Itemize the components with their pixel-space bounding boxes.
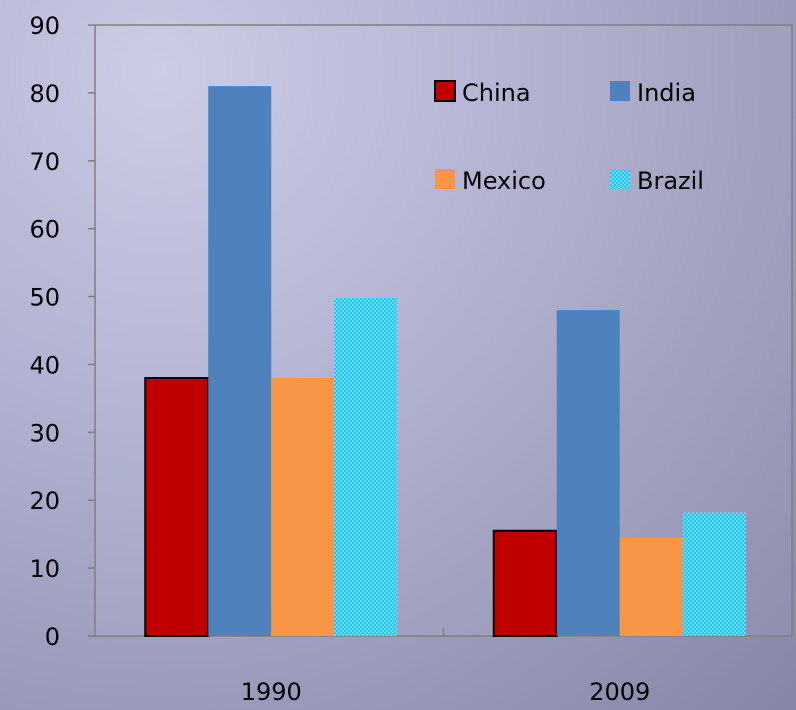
- y-tick-label: 40: [29, 351, 60, 379]
- bar-india-1990: [208, 86, 272, 637]
- y-tick-label: 10: [29, 555, 60, 583]
- bar-brazil-2009: [682, 512, 746, 636]
- legend-label-china: China: [462, 79, 531, 107]
- y-tick-label: 50: [29, 284, 60, 312]
- y-tick-label: 90: [29, 12, 60, 40]
- bars: [144, 86, 746, 637]
- bar-brazil-1990: [334, 297, 398, 636]
- x-tick-label: 2009: [589, 678, 650, 706]
- bar-china-2009: [492, 529, 558, 637]
- y-tick-label: 70: [29, 148, 60, 176]
- bar-mexico-2009: [619, 537, 683, 636]
- x-tick-label: 1990: [241, 678, 302, 706]
- legend-label-india: India: [637, 79, 696, 107]
- legend-swatch-brazil: [610, 169, 630, 189]
- bar-mexico-1990: [271, 378, 335, 636]
- legend-swatch-mexico: [435, 169, 455, 189]
- bar-india-2009: [556, 310, 620, 636]
- legend-label-brazil: Brazil: [637, 167, 704, 195]
- legend-swatch-china: [434, 80, 456, 102]
- y-tick-label: 80: [29, 80, 60, 108]
- x-axis: 1990 2009: [241, 628, 650, 706]
- bar-china-1990: [144, 377, 210, 637]
- y-axis: 0 10 20 30 40 50 60 70 80 90: [29, 12, 95, 651]
- y-tick-label: 60: [29, 216, 60, 244]
- legend-label-mexico: Mexico: [462, 167, 546, 195]
- y-tick-label: 20: [29, 487, 60, 515]
- y-tick-label: 0: [45, 623, 60, 651]
- y-tick-label: 30: [29, 419, 60, 447]
- legend-swatch-india: [610, 81, 630, 101]
- legend: China India Mexico Brazil: [434, 79, 704, 195]
